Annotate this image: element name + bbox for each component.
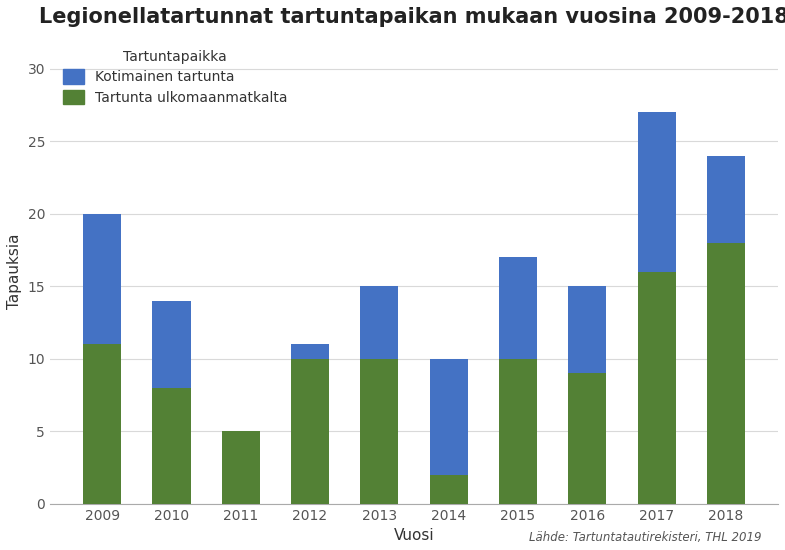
Y-axis label: Tapauksia: Tapauksia [7, 234, 22, 309]
Legend: Kotimainen tartunta, Tartunta ulkomaanmatkalta: Kotimainen tartunta, Tartunta ulkomaanma… [57, 44, 293, 110]
Bar [499, 257, 537, 359]
Bar [221, 431, 260, 504]
Bar [360, 286, 399, 359]
Bar [83, 344, 121, 504]
Title: Legionellatartunnat tartuntapaikan mukaan vuosina 2009-2018: Legionellatartunnat tartuntapaikan mukaa… [39, 7, 785, 27]
Bar [291, 359, 329, 504]
Bar [568, 373, 606, 504]
Bar [706, 156, 745, 243]
Bar [152, 301, 191, 388]
Bar [706, 243, 745, 504]
Bar [152, 388, 191, 504]
Bar [637, 112, 676, 272]
Bar [291, 344, 329, 359]
Bar [637, 272, 676, 504]
Bar [360, 359, 399, 504]
Bar [429, 475, 468, 504]
Bar [429, 359, 468, 475]
Bar [83, 213, 121, 344]
Bar [568, 286, 606, 373]
Text: Lähde: Tartuntatautirekisteri, THL 2019: Lähde: Tartuntatautirekisteri, THL 2019 [529, 531, 761, 544]
X-axis label: Vuosi: Vuosi [394, 528, 434, 543]
Bar [499, 359, 537, 504]
